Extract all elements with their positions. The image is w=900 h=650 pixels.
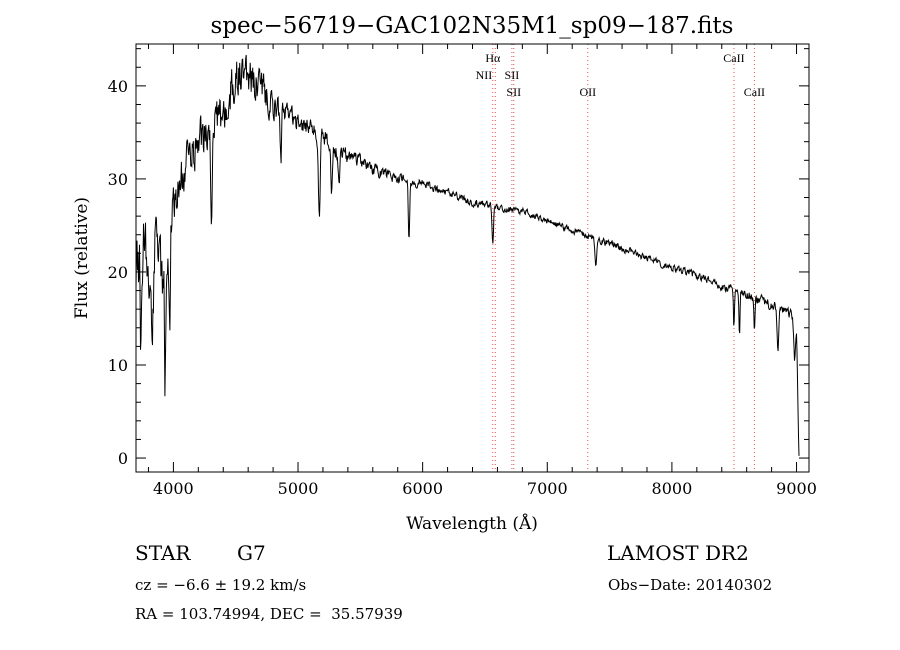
spectrum-series xyxy=(135,54,800,456)
object-subclass: G7 xyxy=(237,541,266,565)
y-tick-label: 20 xyxy=(108,263,128,282)
emission-line-label: CaII xyxy=(723,51,744,65)
y-axis-label: Flux (relative) xyxy=(72,197,92,319)
y-tick-label: 30 xyxy=(108,170,128,189)
coordinates: RA = 103.74994, DEC = 35.57939 xyxy=(135,605,403,623)
y-tick-label: 10 xyxy=(108,356,128,375)
x-tick-label: 5000 xyxy=(278,479,319,498)
redshift-velocity: cz = −6.6 ± 19.2 km/s xyxy=(135,576,307,594)
emission-line-label: CaII xyxy=(744,85,765,99)
x-tick-label: 4000 xyxy=(153,479,194,498)
spectrum-line xyxy=(135,54,800,456)
object-class: STAR xyxy=(135,541,191,565)
emission-line-label: SII xyxy=(506,85,521,99)
x-tick-label: 9000 xyxy=(776,479,817,498)
emission-line-label: OII xyxy=(579,85,596,99)
y-axis: 0 10 20 30 40 xyxy=(108,48,809,468)
emission-line-labels: Hα NII SII SII OII CaII CaII xyxy=(476,51,765,99)
x-axis-label: Wavelength (Å) xyxy=(406,513,538,534)
x-tick-label: 6000 xyxy=(402,479,443,498)
survey-name: LAMOST DR2 xyxy=(607,541,749,565)
x-tick-label: 7000 xyxy=(527,479,568,498)
x-axis: 4000 5000 6000 7000 8000 9000 xyxy=(147,44,817,498)
emission-line-label: Hα xyxy=(485,51,501,65)
y-tick-label: 40 xyxy=(108,77,128,96)
emission-line-markers xyxy=(492,44,755,472)
emission-line-label: SII xyxy=(505,68,520,82)
observation-date: Obs−Date: 20140302 xyxy=(608,576,773,594)
x-tick-label: 8000 xyxy=(652,479,693,498)
emission-line-label: NII xyxy=(476,68,493,82)
plot-frame xyxy=(135,43,810,473)
y-tick-label: 0 xyxy=(118,449,128,468)
chart-title: spec−56719−GAC102N35M1_sp09−187.fits xyxy=(211,13,734,39)
